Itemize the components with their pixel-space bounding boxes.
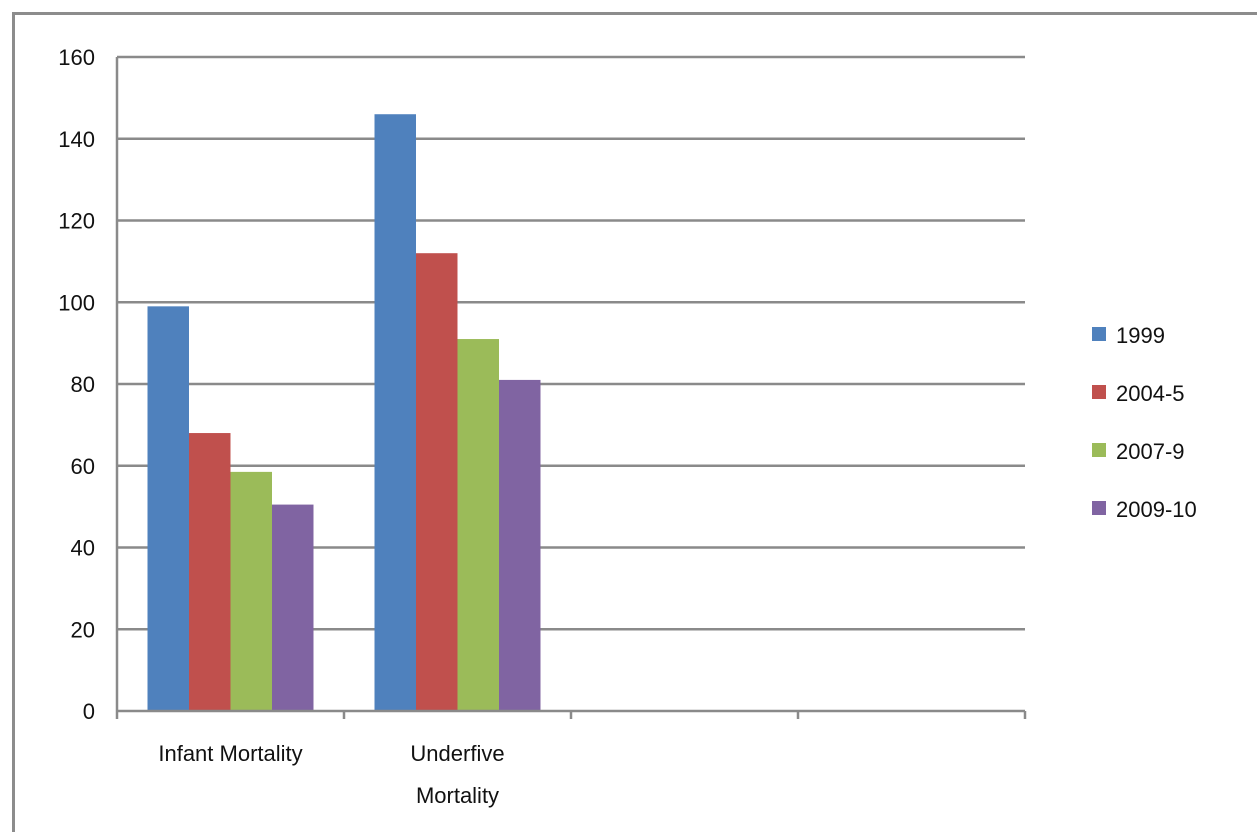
legend-swatch (1092, 327, 1106, 341)
bar-1999-infant-mortality (147, 306, 189, 711)
bar-1999-underfive-mortality (374, 114, 416, 712)
y-tick-label: 0 (83, 699, 95, 724)
legend-swatch (1092, 501, 1106, 515)
legend-label: 1999 (1116, 323, 1165, 348)
bar-2004-5-underfive-mortality (416, 253, 458, 711)
x-category-label: Underfive (410, 741, 504, 766)
y-tick-label: 160 (58, 45, 95, 70)
x-category-labels: Infant Mortality Underfive Mortality (158, 741, 504, 808)
x-category-label: Mortality (416, 783, 499, 808)
bars (147, 114, 541, 712)
bar-2004-5-infant-mortality (189, 433, 231, 711)
legend-label: 2007-9 (1116, 439, 1185, 464)
legend: 1999 2004-5 2007-9 2009-10 (1092, 323, 1197, 522)
y-tick-label: 120 (58, 209, 95, 234)
y-tick-label: 20 (71, 617, 95, 642)
legend-swatch (1092, 443, 1106, 457)
y-tick-labels: 0 20 40 60 80 100 120 140 160 (58, 45, 95, 724)
y-tick-label: 100 (58, 290, 95, 315)
axes (115, 57, 1027, 719)
x-category-label: Infant Mortality (158, 741, 302, 766)
legend-label: 2004-5 (1116, 381, 1185, 406)
y-tick-label: 40 (71, 536, 95, 561)
bar-2007-9-infant-mortality (230, 471, 272, 711)
y-tick-label: 60 (71, 454, 95, 479)
bar-2009-10-infant-mortality (272, 504, 314, 711)
chart-frame (12, 12, 1257, 832)
legend-label: 2009-10 (1116, 497, 1197, 522)
bar-2007-9-underfive-mortality (457, 339, 499, 711)
gridlines (117, 55, 1025, 631)
legend-swatch (1092, 385, 1106, 399)
y-tick-label: 80 (71, 372, 95, 397)
y-tick-label: 140 (58, 127, 95, 152)
bar-2009-10-underfive-mortality (499, 379, 541, 711)
